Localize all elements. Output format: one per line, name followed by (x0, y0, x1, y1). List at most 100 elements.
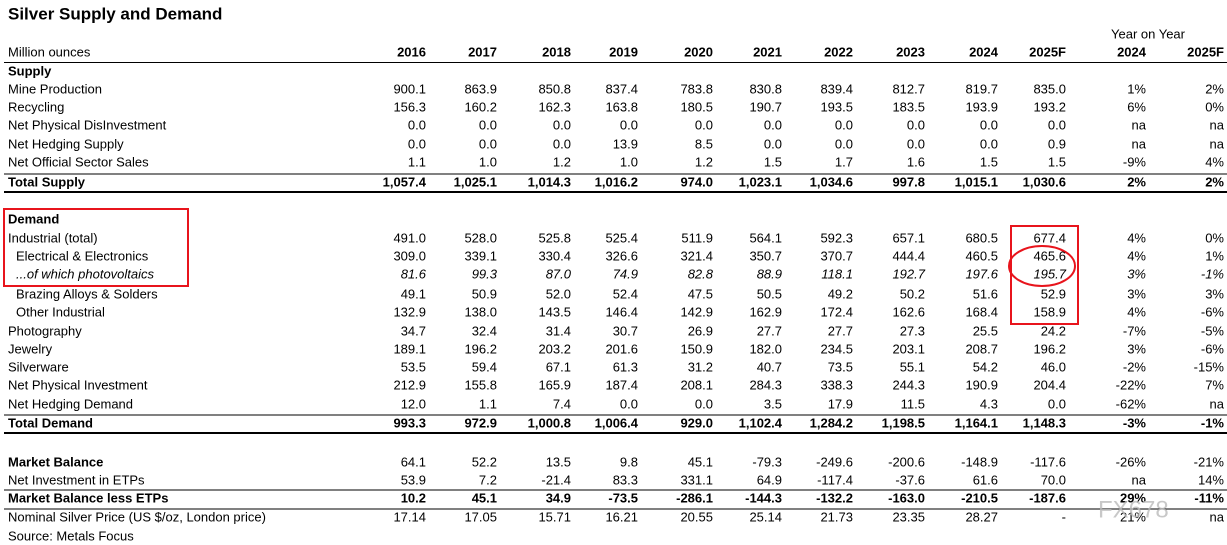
cell: 0.0 (695, 117, 713, 132)
row-label: Brazing Alloys & Solders (16, 286, 158, 301)
cell: 52.9 (1041, 286, 1066, 301)
row-label: Other Industrial (16, 304, 105, 319)
row-label: Net Physical DisInvestment (8, 117, 167, 132)
cell: 2% (1205, 81, 1224, 96)
cell: 972.9 (464, 415, 497, 430)
cell: 50.2 (900, 286, 925, 301)
cell: 45.1 (472, 490, 497, 505)
row-label: Net Hedging Supply (8, 136, 124, 151)
cell: -1% (1201, 266, 1224, 281)
cell: 193.9 (965, 99, 998, 114)
cell: 974.0 (680, 174, 713, 189)
cell: 182.0 (749, 341, 782, 356)
highlight-ellipse (1008, 245, 1076, 287)
cell: 118.1 (821, 266, 853, 281)
cell: 4% (1127, 230, 1146, 245)
cell: 16.21 (605, 509, 638, 524)
cell: 142.9 (680, 304, 713, 319)
cell: na (1132, 117, 1147, 132)
cell: 1% (1205, 248, 1224, 263)
cell: 180.5 (680, 99, 713, 114)
row-label: Photography (8, 323, 82, 338)
cell: 15.71 (538, 509, 571, 524)
cell: -62% (1116, 396, 1147, 411)
cell: na (1210, 509, 1225, 524)
cell: 1,016.2 (595, 174, 638, 189)
cell: 1,015.1 (955, 174, 998, 189)
cell: -15% (1194, 359, 1225, 374)
cell: 20.55 (680, 509, 713, 524)
cell: 138.0 (464, 304, 497, 319)
cell: 40.7 (757, 359, 782, 374)
cell: 143.5 (538, 304, 571, 319)
cell: 197.6 (965, 266, 998, 281)
cell: 331.1 (680, 472, 713, 487)
cell: 59.4 (472, 359, 497, 374)
cell: 783.8 (680, 81, 713, 96)
cell: 187.4 (605, 377, 638, 392)
column-header: 2024 (969, 44, 999, 59)
cell: 1,164.1 (955, 415, 998, 430)
cell: 1,148.3 (1023, 415, 1066, 430)
cell: 83.3 (613, 472, 638, 487)
cell: 812.7 (892, 81, 925, 96)
cell: 4% (1127, 248, 1146, 263)
cell: 132.9 (393, 304, 426, 319)
row-label: Electrical & Electronics (16, 248, 149, 263)
cell: -21% (1194, 454, 1225, 469)
cell: 997.8 (892, 174, 925, 189)
cell: 146.4 (605, 304, 638, 319)
cell: 51.6 (973, 286, 998, 301)
cell: 158.9 (1033, 304, 1066, 319)
cell: 0.0 (620, 396, 638, 411)
cell: 203.1 (892, 341, 925, 356)
cell: 196.2 (1033, 341, 1066, 356)
row-label: Demand (8, 211, 59, 226)
cell: 11.5 (901, 396, 925, 411)
cell: na (1132, 136, 1147, 151)
cell: -5% (1201, 323, 1225, 338)
cell: 50.9 (472, 286, 497, 301)
column-header: 2023 (896, 44, 925, 59)
cell: -132.2 (816, 490, 853, 505)
cell: 52.2 (472, 454, 497, 469)
cell: 309.0 (393, 248, 426, 263)
cell: -9% (1123, 154, 1147, 169)
cell: 17.14 (393, 509, 426, 524)
cell: 74.9 (613, 266, 638, 281)
cell: 47.5 (688, 286, 713, 301)
cell: 3% (1205, 286, 1224, 301)
row-label: Industrial (total) (8, 230, 98, 245)
cell: 25.5 (973, 323, 998, 338)
cell: 0.0 (479, 136, 497, 151)
cell: 12.0 (401, 396, 426, 411)
cell: 73.5 (828, 359, 853, 374)
cell: 0.0 (553, 136, 571, 151)
cell: 0.0 (835, 136, 853, 151)
cell: 27.7 (757, 323, 782, 338)
cell: 21.73 (820, 509, 853, 524)
cell: 212.9 (393, 377, 426, 392)
cell: 7.2 (479, 472, 497, 487)
cell: 284.3 (749, 377, 782, 392)
cell: 835.0 (1033, 81, 1066, 96)
cell: 465.6 (1033, 248, 1066, 263)
cell: 863.9 (464, 81, 497, 96)
row-label: Silverware (8, 359, 69, 374)
cell: 156.3 (393, 99, 426, 114)
row-label: Market Balance less ETPs (8, 490, 168, 505)
cell: 0.0 (980, 117, 998, 132)
cell: 31.4 (546, 323, 571, 338)
cell: 160.2 (464, 99, 497, 114)
cell: 0% (1205, 99, 1224, 114)
cell: 3% (1127, 341, 1146, 356)
cell: -21.4 (541, 472, 571, 487)
cell: -73.5 (608, 490, 638, 505)
cell: -3% (1123, 415, 1147, 430)
cell: 3% (1127, 266, 1146, 281)
cell: 564.1 (749, 230, 782, 245)
cell: na (1210, 136, 1225, 151)
cell: 64.9 (757, 472, 782, 487)
cell: na (1132, 472, 1147, 487)
cell: 657.1 (892, 230, 925, 245)
